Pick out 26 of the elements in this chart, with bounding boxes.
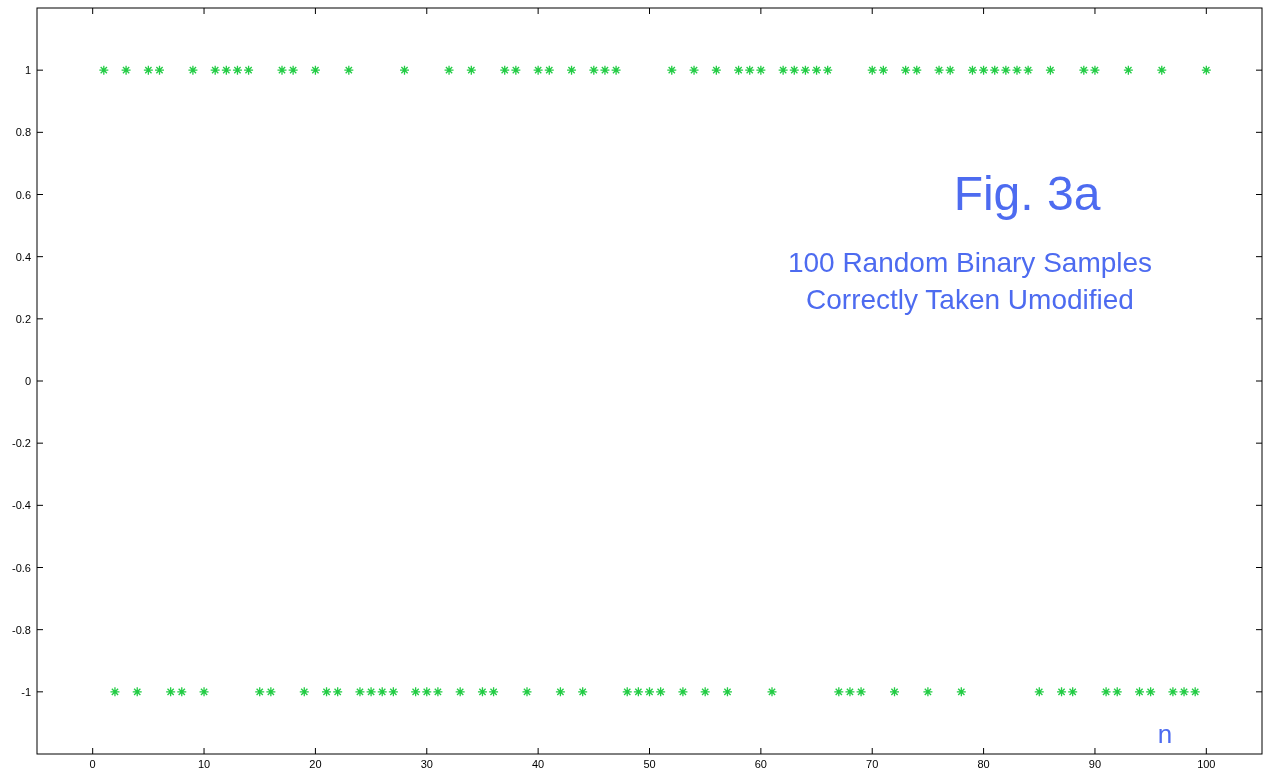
y-tick-label: -0.2: [12, 437, 31, 450]
y-tick-label: -0.8: [12, 623, 31, 636]
y-tick-label: 0: [24, 375, 31, 387]
x-tick-label: 60: [754, 758, 767, 770]
x-tick-label: 10: [197, 758, 211, 770]
x-tick-label: 50: [643, 758, 656, 770]
x-tick-label: 100: [1197, 758, 1216, 770]
x-tick-label: 0: [89, 758, 96, 770]
y-tick-label: -1: [21, 685, 31, 698]
x-axis-title: n: [1157, 719, 1173, 749]
y-tick-label: 0.4: [15, 250, 31, 263]
y-tick-label: 0.2: [15, 312, 31, 325]
x-tick-label: 40: [532, 758, 545, 770]
y-tick-label: -0.4: [12, 499, 31, 512]
y-tick-label: 0.8: [15, 126, 31, 139]
x-tick-label: 80: [977, 758, 990, 770]
x-tick-label: 20: [309, 758, 322, 770]
x-tick-label: 30: [420, 758, 433, 770]
y-tick-label: 1: [24, 64, 31, 77]
annotation: 100 Random Binary Samples: [787, 247, 1153, 278]
text: Fig. 3a: [953, 167, 1101, 220]
y-tick-label: 0.6: [15, 188, 31, 201]
x-tick-label: 70: [866, 758, 879, 770]
x-tick-label: 90: [1088, 758, 1102, 770]
annotation: Correctly Taken Umodified: [806, 284, 1134, 315]
y-tick-label: -0.6: [12, 561, 31, 574]
